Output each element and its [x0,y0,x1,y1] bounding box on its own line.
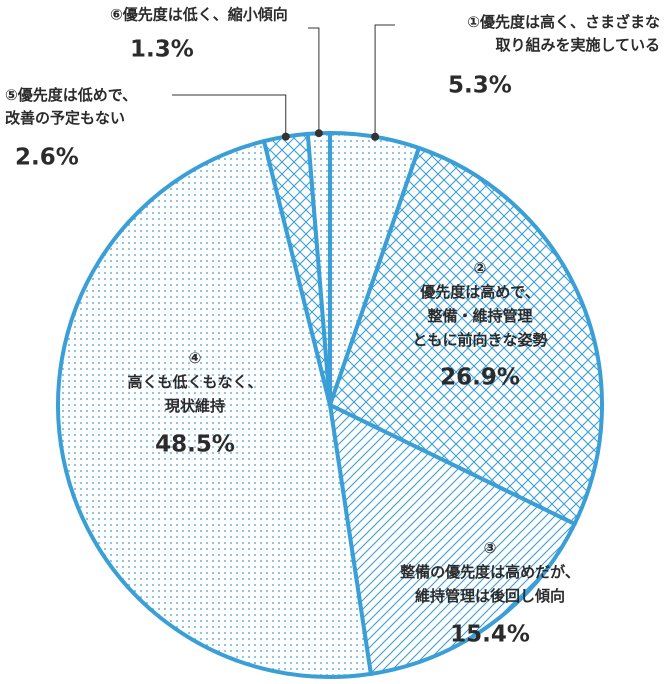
leader-line [172,94,287,137]
pie-slice [328,403,577,676]
slice-percent: 15.4% [450,622,530,648]
pie-slice [56,139,373,679]
slice-percent: 1.3% [130,37,194,63]
leader-dot [314,129,323,138]
leader-line [374,24,395,137]
leader-dot [281,132,290,141]
leader-dot [371,132,380,141]
pie-slice [328,145,604,526]
slice-label: ③ 整備の優先度は高めだが、維持管理は後回し傾向 [400,539,580,605]
slice-percent: 48.5% [155,432,235,458]
slice-label: ⑥優先度は低く、縮小傾向 [110,6,288,24]
slice-label: ①優先度は高く、さまざまな取り組みを実施している [467,13,660,54]
slice-label: ② 優先度は高めで、整備・維持管理ともに前向きな姿勢 [412,259,547,349]
slice-percent: 2.6% [15,145,79,171]
slice-label: ⑤優先度は低めで、改善の予定もない [5,86,137,127]
leader-line [308,27,320,134]
slice-label: ④ 高くも低くもなく、現状維持 [127,349,262,415]
slice-percent: 5.3% [448,73,512,99]
slice-percent: 26.9% [440,365,520,391]
